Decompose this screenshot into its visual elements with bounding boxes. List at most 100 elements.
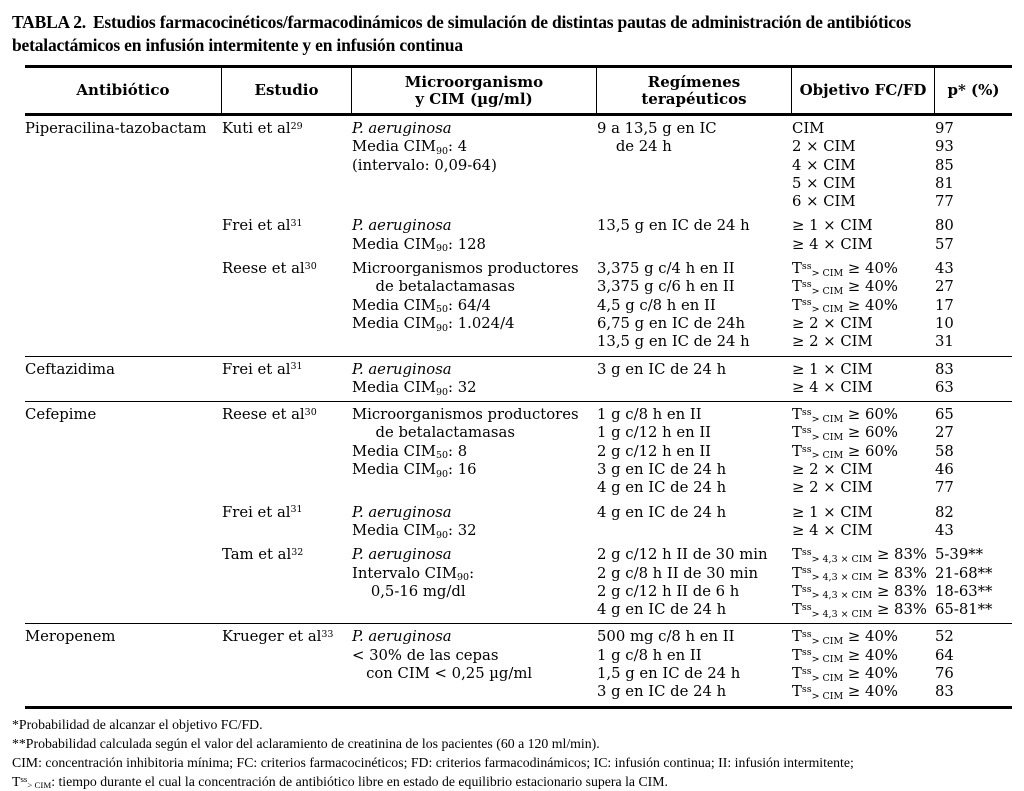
p-value-line: 31 <box>935 333 954 351</box>
study-row: Frei et al31 P. aeruginosa Media CIM90: 32… <box>25 504 1012 541</box>
p-value-line: 21-68** <box>935 564 993 582</box>
objectives-cell: ≥ 1 × CIM ≥ 4 × CIM <box>792 361 935 398</box>
objective-line: CIM <box>792 120 825 137</box>
microorganism-line: Media CIM90: 32 <box>352 521 477 541</box>
regimens-cell: 3,375 g c/4 h en II 3,375 g c/6 h en II 4,… <box>597 260 792 351</box>
p-value-line: 5-39** <box>935 546 984 564</box>
antibiotic-group: Ceftazidima Frei et al31 P. aeruginosa Medi… <box>25 355 1012 402</box>
microorganism-line: Media CIM90: 128 <box>352 235 486 255</box>
column-header-regimenes: Regímenes terapéuticos <box>597 68 792 113</box>
footnote-line: CIM: concentración inhibitoria mínima; F… <box>12 754 854 770</box>
microorganism-cell: P. aeruginosa Media CIM90: 4 (intervalo: 0… <box>352 120 597 211</box>
table-footnotes: *Probabilidad de alcanzar el objetivo FC… <box>0 709 1024 791</box>
objectives-cell: Tss> CIM ≥ 40% Tss> CIM ≥ 40% Tss> CIM ≥ 4… <box>792 628 935 701</box>
p-value-line: 65-81** <box>935 601 993 619</box>
regimen-line: 3 g en IC de 24 h <box>597 360 727 378</box>
objective-line: ≥ 4 × CIM <box>792 235 873 253</box>
microorganism-cell: P. aeruginosa Media CIM90: 128 <box>352 217 597 254</box>
study-cell: Tam et al32 <box>222 546 352 619</box>
objectives-cell: Tss> 4,3 × CIM ≥ 83% Tss> 4,3 × CIM ≥ 83%… <box>792 546 935 619</box>
column-header-antibiotico: Antibiótico <box>25 68 222 113</box>
objective-line: 2 × CIM <box>792 138 856 156</box>
objective-line: ≥ 2 × CIM <box>792 479 873 497</box>
p-value-line: 10 <box>935 314 954 332</box>
p-value-line: 83 <box>935 683 954 701</box>
antibiotic-group: Meropenem Krueger et al33 P. aeruginosa < 3… <box>25 623 1012 705</box>
microorganism-line: < 30% de las cepas <box>352 646 499 664</box>
table-title: TABLA 2. Estudios farmacocinéticos/farmac… <box>0 0 1024 57</box>
regimen-line: 6,75 g en IC de 24h <box>597 314 745 332</box>
study-row: Cefepime Reese et al30 Microorganismos pro… <box>25 406 1012 497</box>
microorganism-line: P. aeruginosa <box>352 546 452 564</box>
p-value-line: 57 <box>935 235 954 253</box>
table-caption: Estudios farmacocinéticos/farmacodinámic… <box>12 12 911 55</box>
study-reference: Frei et al31 <box>222 217 303 235</box>
microorganism-line: Media CIM90: 16 <box>352 461 477 480</box>
footnote-line: Tss> CIM: tiempo durante el cual la conc… <box>12 773 668 791</box>
p-value-line: 43 <box>935 521 954 539</box>
regimen-line: 4,5 g c/8 h en II <box>597 296 716 314</box>
regimen-line: 4 g en IC de 24 h <box>597 601 727 619</box>
microorganism-line: Media CIM50: 64/4 <box>352 296 491 316</box>
p-value-line: 46 <box>935 461 954 479</box>
microorganism-cell: P. aeruginosa Media CIM90: 32 <box>352 504 597 541</box>
objective-line: 4 × CIM <box>792 156 856 174</box>
study-cell: Frei et al31 <box>222 504 352 541</box>
p-value-line: 27 <box>935 424 954 442</box>
regimen-line: 13,5 g en IC de 24 h <box>597 333 750 351</box>
objective-line: Tss> CIM ≥ 40% <box>792 260 898 279</box>
p-values-cell: 43 27 17 10 31 <box>935 260 1012 351</box>
regimens-cell: 2 g c/12 h II de 30 min 2 g c/8 h II de 3… <box>597 546 792 619</box>
regimens-cell: 13,5 g en IC de 24 h <box>597 217 792 254</box>
objective-line: ≥ 4 × CIM <box>792 521 873 539</box>
column-header-estudio: Estudio <box>222 68 352 113</box>
microorganism-cell: P. aeruginosa < 30% de las cepas con CIM … <box>352 628 597 701</box>
microorganism-line: (intervalo: 0,09-64) <box>352 156 497 174</box>
p-value-line: 83 <box>935 360 954 378</box>
pk-pd-simulation-table: Antibiótico Estudio Microorganismo y CIM (µ… <box>25 65 1012 709</box>
p-values-cell: 65 27 58 46 77 <box>935 406 1012 497</box>
column-header-microorganismo: Microorganismo y CIM (µg/ml) <box>352 68 597 113</box>
study-row: Tam et al32 P. aeruginosa Intervalo CIM90:… <box>25 546 1012 619</box>
objective-line: Tss> 4,3 × CIM ≥ 83% <box>792 601 927 620</box>
antibiotic-cell: Meropenem <box>25 628 222 701</box>
study-cell: Frei et al31 <box>222 217 352 254</box>
regimen-line: 4 g en IC de 24 h <box>597 479 727 497</box>
objective-line: ≥ 1 × CIM <box>792 360 873 378</box>
study-cell: Frei et al31 <box>222 361 352 398</box>
regimens-cell: 500 mg c/8 h en II 1 g c/8 h en II 1,5 g e… <box>597 628 792 701</box>
study-row: Piperacilina-tazobactam Kuti et al29 P. ae… <box>25 120 1012 211</box>
antibiotic-name: Meropenem <box>25 628 116 646</box>
study-row: Meropenem Krueger et al33 P. aeruginosa < 3… <box>25 628 1012 701</box>
microorganism-line: de betalactamasas <box>352 424 515 442</box>
objectives-cell: CIM 2 × CIM 4 × CIM 5 × CIM 6 × CIM <box>792 120 935 211</box>
p-value-line: 52 <box>935 628 954 646</box>
p-value-line: 77 <box>935 479 954 497</box>
objective-line: 6 × CIM <box>792 193 856 211</box>
antibiotic-cell <box>25 504 222 541</box>
microorganism-line: Media CIM90: 4 <box>352 138 468 157</box>
antibiotic-cell: Ceftazidima <box>25 361 222 398</box>
p-values-cell: 52 64 76 83 <box>935 628 1012 701</box>
objective-line: ≥ 4 × CIM <box>792 378 873 396</box>
p-value-line: 77 <box>935 193 954 211</box>
regimen-line: 2 g c/8 h II de 30 min <box>597 564 759 582</box>
microorganism-line: Media CIM50: 8 <box>352 442 468 462</box>
regimen-line: 4 g en IC de 24 h <box>597 503 727 521</box>
antibiotic-group: Cefepime Reese et al30 Microorganismos pro… <box>25 401 1012 623</box>
objective-line: ≥ 2 × CIM <box>792 461 873 479</box>
column-header-p: p* (%) <box>947 81 1000 99</box>
p-value-line: 17 <box>935 296 954 314</box>
study-row: Frei et al31 P. aeruginosa Media CIM90: 12… <box>25 217 1012 254</box>
p-value-line: 76 <box>935 665 954 683</box>
antibiotic-cell <box>25 260 222 351</box>
p-value-line: 64 <box>935 646 954 664</box>
objective-line: Tss> 4,3 × CIM ≥ 83% <box>792 546 927 565</box>
objectives-cell: ≥ 1 × CIM ≥ 4 × CIM <box>792 217 935 254</box>
microorganism-line: de betalactamasas <box>352 278 515 296</box>
study-cell: Reese et al30 <box>222 260 352 351</box>
antibiotic-cell <box>25 217 222 254</box>
microorganism-line: P. aeruginosa <box>352 217 452 235</box>
study-reference: Krueger et al33 <box>222 628 334 646</box>
